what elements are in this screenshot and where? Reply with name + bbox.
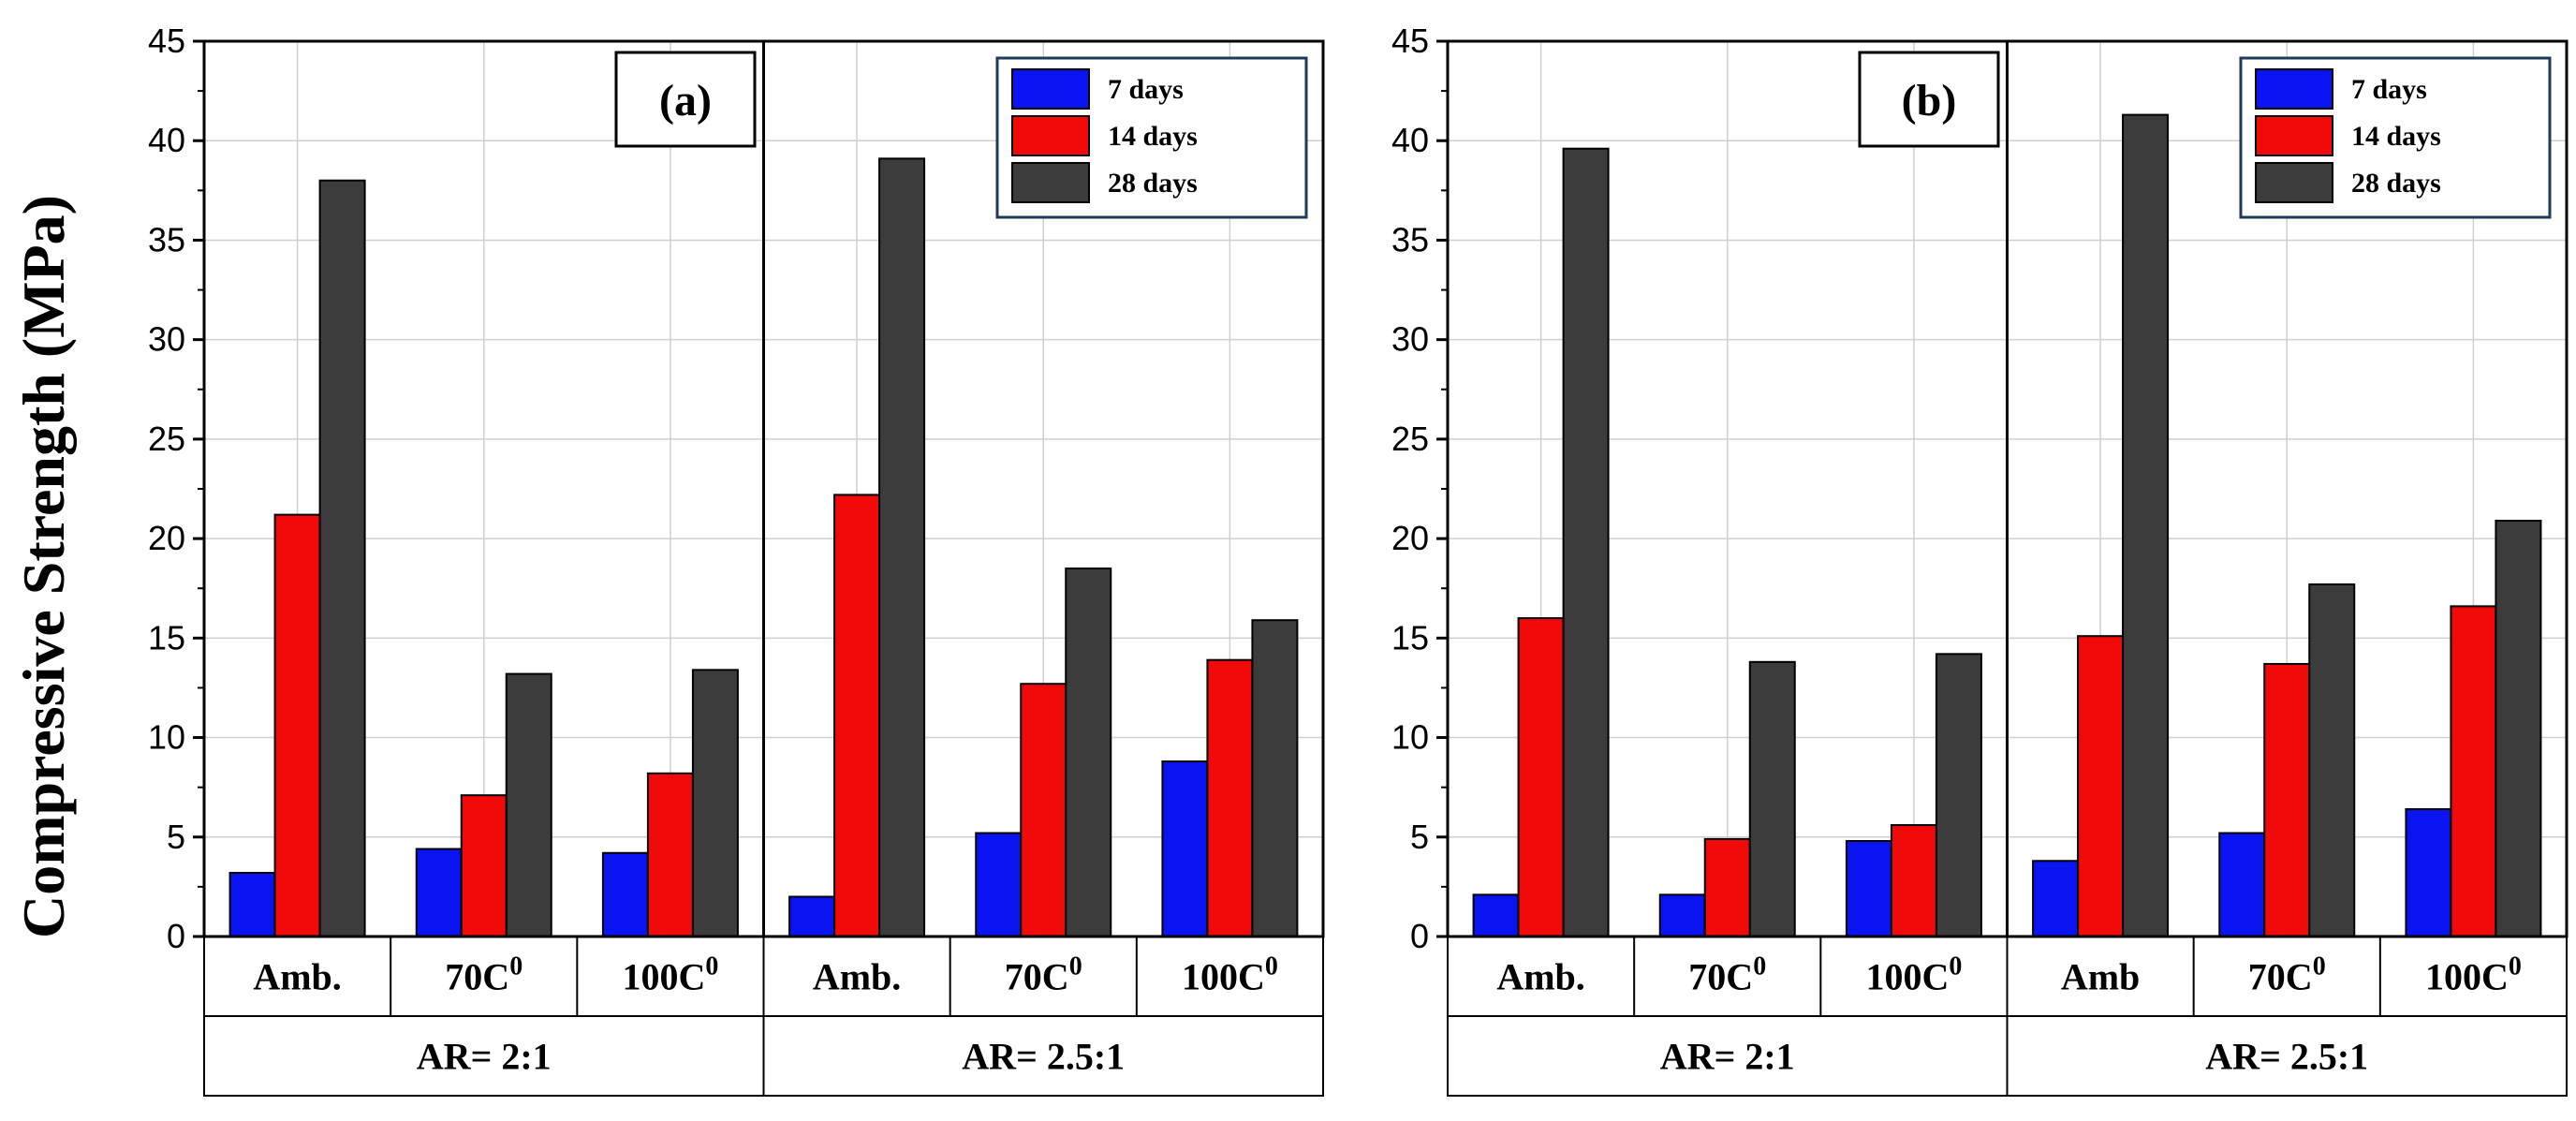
bar-14-days-1 (273, 513, 321, 938)
bar-7-days-1 (228, 872, 276, 937)
y-tick-label: 30 (148, 320, 185, 359)
group-label: AR= 2.5:1 (962, 1036, 1125, 1078)
category-label: Amb. (253, 956, 341, 998)
bar-14-days-1 (1517, 617, 1565, 937)
bar-28-days-1 (1562, 147, 1610, 938)
chart-panel-2: 0 5 10 15 20 25 30 35 40 45 Amb. 70C0 100C0 Amb 70C0 10… (1391, 22, 2569, 1097)
y-tick-label: 35 (148, 220, 185, 258)
group-label: AR= 2:1 (1660, 1036, 1795, 1078)
y-tick-label: 0 (1410, 917, 1429, 955)
bar-7-days-6 (1161, 760, 1209, 937)
legend-swatch-14-days (2255, 115, 2333, 156)
bar-28-days-2 (505, 672, 552, 937)
y-tick-label: 15 (1391, 618, 1429, 656)
category-label: 70C0 (1005, 952, 1082, 998)
y-tick-label: 25 (1391, 420, 1429, 458)
bar-28-days-4 (2122, 113, 2170, 938)
y-tick-label: 25 (148, 420, 185, 458)
legend-label: 14 days (2351, 121, 2441, 152)
category-label: 100C0 (2425, 952, 2522, 998)
legend-label: 28 days (1108, 168, 1198, 199)
y-tick-label: 20 (1391, 519, 1429, 557)
legend-label: 14 days (1108, 121, 1198, 152)
bar-28-days-5 (2308, 583, 2356, 937)
legend-swatch-7-days (1011, 68, 1090, 110)
legend-swatch-14-days (1011, 115, 1090, 156)
category-label: Amb (2061, 956, 2140, 998)
bar-14-days-2 (460, 794, 508, 937)
bar-14-days-3 (1890, 824, 1937, 938)
bar-28-days-6 (1251, 619, 1299, 937)
bar-7-days-5 (2218, 832, 2266, 937)
bar-7-days-3 (601, 851, 649, 937)
legend-swatch-28-days (1011, 162, 1090, 203)
bar-7-days-3 (1845, 840, 1892, 938)
group-label: AR= 2:1 (417, 1036, 552, 1078)
category-label: Amb. (813, 956, 901, 998)
bar-28-days-3 (1935, 653, 1982, 938)
y-tick-label: 45 (1391, 22, 1429, 60)
bar-14-days-2 (1703, 837, 1751, 937)
bar-14-days-6 (2450, 605, 2497, 937)
y-tick-label: 40 (148, 121, 185, 159)
bar-14-days-4 (833, 494, 881, 938)
y-tick-label: 10 (1391, 718, 1429, 757)
bar-28-days-6 (2495, 519, 2542, 937)
bar-28-days-5 (1065, 567, 1112, 937)
bar-14-days-3 (646, 772, 694, 937)
category-label: 70C0 (2248, 952, 2326, 998)
legend-swatch-7-days (2255, 68, 2333, 110)
bar-28-days-2 (1748, 660, 1796, 937)
bar-7-days-2 (1658, 893, 1706, 937)
panel-label: (a) (659, 76, 712, 125)
bar-14-days-6 (1206, 658, 1254, 937)
bar-14-days-5 (2263, 662, 2311, 937)
category-label: Amb. (1496, 956, 1584, 998)
bar-28-days-3 (691, 669, 739, 938)
y-tick-label: 15 (148, 618, 185, 656)
y-tick-label: 20 (148, 519, 185, 557)
y-tick-label: 40 (1391, 121, 1429, 159)
bar-7-days-1 (1472, 893, 1520, 937)
y-tick-label: 5 (167, 818, 185, 856)
panel-label-box (614, 51, 757, 148)
category-label: 100C0 (1182, 952, 1278, 998)
legend-label: 7 days (1108, 74, 1184, 105)
bar-7-days-4 (2032, 860, 2080, 938)
bar-7-days-6 (2405, 808, 2452, 938)
group-label: AR= 2.5:1 (2205, 1036, 2368, 1078)
panel-label: (b) (1902, 76, 1957, 125)
y-tick-label: 0 (167, 917, 185, 955)
bar-28-days-1 (318, 179, 366, 937)
bar-14-days-5 (1020, 683, 1067, 937)
y-tick-label: 5 (1410, 818, 1429, 856)
y-axis-label: Compressive Strength (MPa) (10, 195, 77, 938)
legend-swatch-28-days (2255, 162, 2333, 203)
bar-7-days-5 (975, 832, 1023, 937)
panel-label-box (1858, 51, 2000, 148)
legend-label: 7 days (2351, 74, 2427, 105)
y-tick-label: 30 (1391, 320, 1429, 359)
category-label: 70C0 (1688, 952, 1766, 998)
category-label: 100C0 (1865, 952, 1962, 998)
legend-label: 28 days (2351, 168, 2441, 199)
chart-panel-1: 0 5 10 15 20 25 30 35 40 45 Amb. 70C0 100C0 Amb. 70C0 1… (148, 22, 1325, 1097)
bar-7-days-4 (788, 895, 836, 937)
y-tick-label: 10 (148, 718, 185, 757)
y-tick-label: 35 (1391, 220, 1429, 258)
bar-14-days-4 (2077, 635, 2125, 937)
category-label: 70C0 (445, 952, 523, 998)
y-tick-label: 45 (148, 22, 185, 60)
bar-28-days-4 (878, 157, 926, 937)
bar-7-days-2 (415, 848, 463, 937)
category-label: 100C0 (622, 952, 718, 998)
